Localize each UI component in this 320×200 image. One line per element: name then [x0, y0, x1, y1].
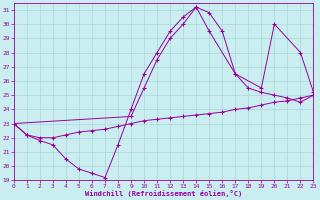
X-axis label: Windchill (Refroidissement éolien,°C): Windchill (Refroidissement éolien,°C)	[85, 190, 242, 197]
